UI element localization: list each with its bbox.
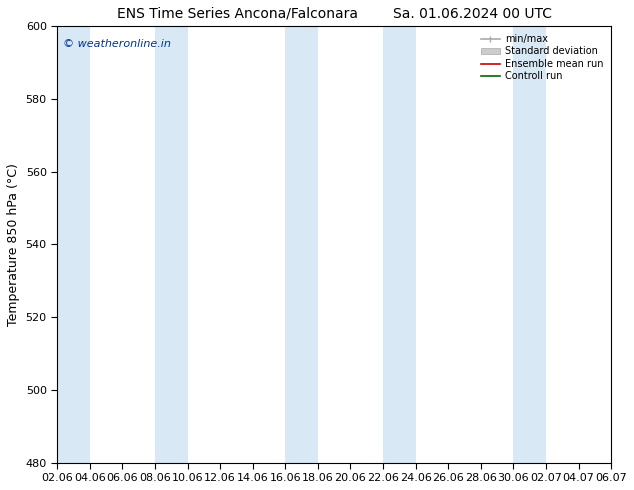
Bar bbox=[155, 26, 188, 463]
Legend: min/max, Standard deviation, Ensemble mean run, Controll run: min/max, Standard deviation, Ensemble me… bbox=[477, 31, 606, 84]
Title: ENS Time Series Ancona/Falconara        Sa. 01.06.2024 00 UTC: ENS Time Series Ancona/Falconara Sa. 01.… bbox=[117, 7, 552, 21]
Bar bbox=[383, 26, 416, 463]
Bar bbox=[285, 26, 318, 463]
Text: © weatheronline.in: © weatheronline.in bbox=[63, 39, 171, 49]
Bar bbox=[514, 26, 546, 463]
Bar bbox=[57, 26, 90, 463]
Y-axis label: Temperature 850 hPa (°C): Temperature 850 hPa (°C) bbox=[7, 163, 20, 326]
